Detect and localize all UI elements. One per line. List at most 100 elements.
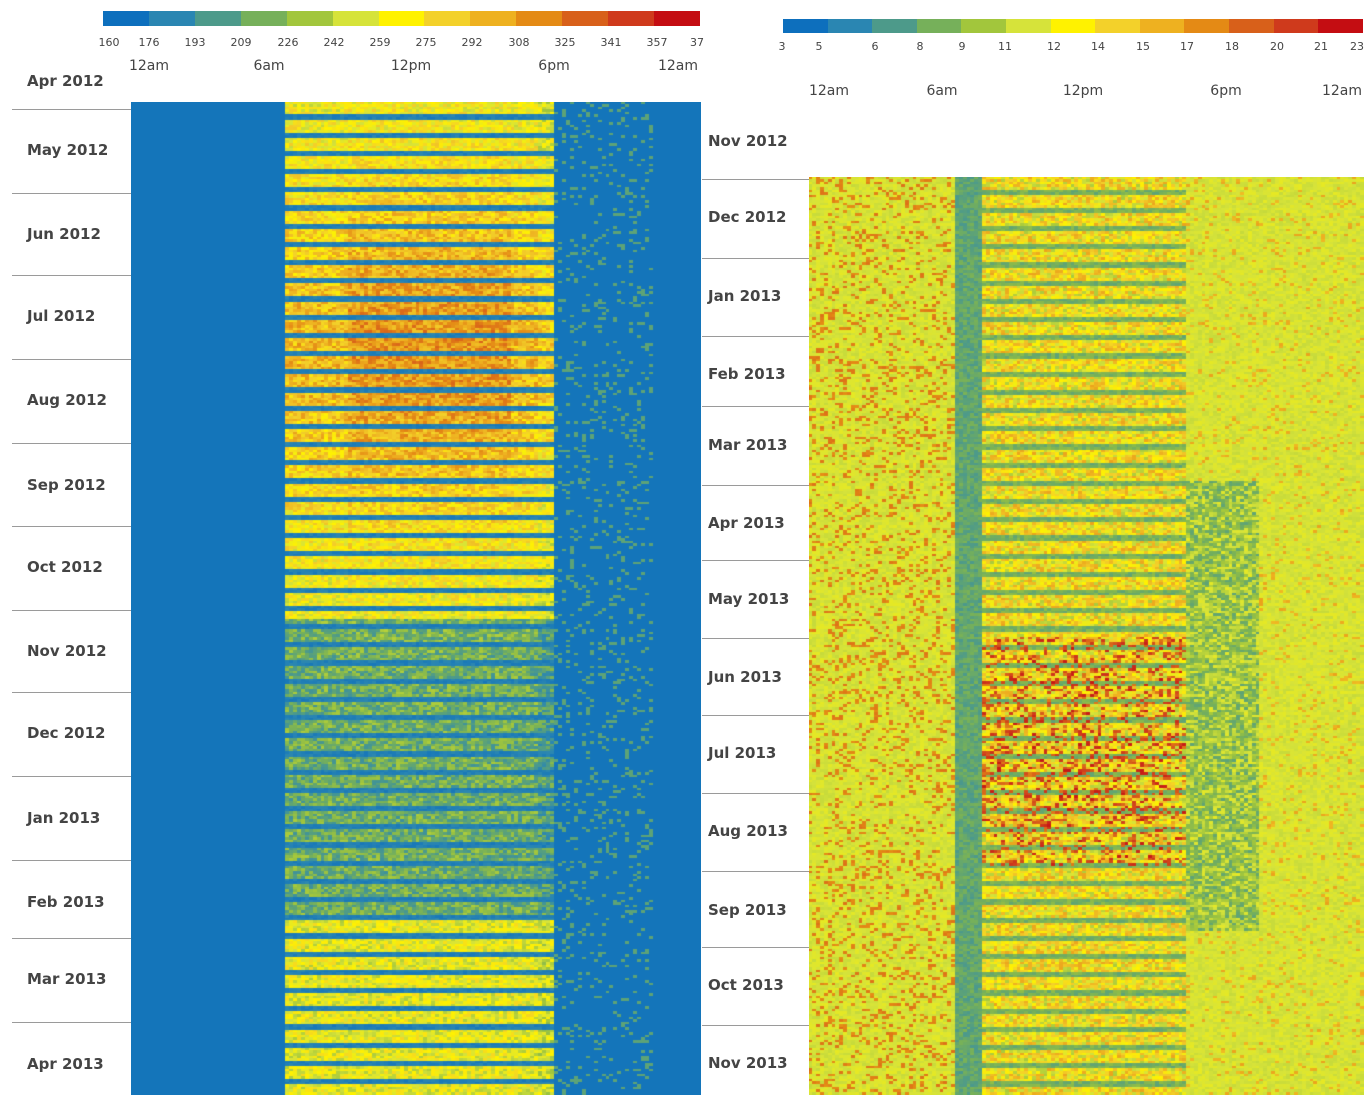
month-label: Apr 2013 <box>27 1055 104 1073</box>
colorbar-swatch <box>608 11 655 26</box>
hour-tick-label: 6am <box>926 83 958 99</box>
colorbar-tick-label: 341 <box>600 36 622 49</box>
month-label: Jan 2013 <box>708 287 782 305</box>
month-separator <box>702 179 809 180</box>
month-label: Jul 2012 <box>27 307 96 325</box>
colorbar-swatch <box>470 11 517 26</box>
month-separator <box>702 947 809 948</box>
month-separator <box>702 793 809 794</box>
hour-tick-label: 12pm <box>390 58 432 74</box>
month-label: Jul 2013 <box>708 744 777 762</box>
month-label: Nov 2013 <box>708 1054 788 1072</box>
hour-tick-label: 12am <box>128 58 170 74</box>
month-separator <box>12 109 131 110</box>
right-heatmap-panel: 3 5 6 8 9 11 12 14 15 17 18 20 21 23 12am 6am 12pm 6pm 12… <box>702 0 1372 1095</box>
colorbar-swatch <box>872 19 917 33</box>
colorbar-tick-label: 6 <box>871 40 879 53</box>
month-label: May 2013 <box>708 590 790 608</box>
month-label: Oct 2013 <box>708 976 784 994</box>
colorbar-tick-label: 357 <box>646 36 668 49</box>
month-label: Jan 2013 <box>27 809 101 827</box>
colorbar-tick-label: 17 <box>1180 40 1194 53</box>
month-label: Nov 2012 <box>27 642 107 660</box>
colorbar-swatch <box>562 11 609 26</box>
hour-tick-label: 12am <box>657 58 699 74</box>
colorbar-swatch <box>240 11 287 26</box>
colorbar-tick-label: 18 <box>1225 40 1239 53</box>
month-label: Apr 2012 <box>27 72 104 90</box>
colorbar-tick-label: 176 <box>138 36 160 49</box>
month-separator <box>12 692 131 693</box>
hour-tick-label: 12pm <box>1062 83 1104 99</box>
month-separator <box>12 1022 131 1023</box>
month-separator <box>12 776 131 777</box>
month-separator <box>12 359 131 360</box>
month-label: Mar 2013 <box>708 436 788 454</box>
month-separator <box>702 638 809 639</box>
heatmap-right <box>809 177 1364 1095</box>
month-label: Aug 2013 <box>708 822 788 840</box>
month-separator <box>702 485 809 486</box>
month-separator <box>12 610 131 611</box>
month-separator <box>702 715 809 716</box>
hour-tick-label: 6pm <box>538 58 570 74</box>
colorbar-right <box>783 19 1363 33</box>
colorbar-swatch <box>332 11 379 26</box>
colorbar-tick-label: 23 <box>1350 40 1364 53</box>
month-separator <box>702 560 809 561</box>
colorbar-left <box>103 11 700 26</box>
colorbar-tick-label: 193 <box>184 36 206 49</box>
month-separator <box>12 443 131 444</box>
colorbar-swatch <box>783 19 828 33</box>
colorbar-tick-label: 9 <box>958 40 966 53</box>
colorbar-swatch <box>1050 19 1096 33</box>
month-label: Sep 2013 <box>708 901 787 919</box>
month-separator <box>702 1025 809 1026</box>
colorbar-tick-label: 325 <box>554 36 576 49</box>
month-separator <box>702 871 809 872</box>
colorbar-tick-label: 15 <box>1136 40 1150 53</box>
colorbar-tick-label: 275 <box>415 36 437 49</box>
month-label: Feb 2013 <box>27 893 105 911</box>
colorbar-tick-label: 12 <box>1047 40 1061 53</box>
colorbar-swatch <box>827 19 873 33</box>
month-separator <box>12 526 131 527</box>
colorbar-swatch <box>424 11 471 26</box>
hour-tick-label: 12am <box>808 83 850 99</box>
hour-tick-label: 6am <box>253 58 285 74</box>
month-label: Oct 2012 <box>27 558 103 576</box>
month-separator <box>12 275 131 276</box>
colorbar-swatch <box>1095 19 1140 33</box>
month-label: Apr 2013 <box>708 514 785 532</box>
month-separator <box>12 938 131 939</box>
month-label: Aug 2012 <box>27 391 107 409</box>
colorbar-swatch <box>1273 19 1319 33</box>
month-label: Sep 2012 <box>27 476 106 494</box>
month-label: Jun 2012 <box>27 225 101 243</box>
colorbar-tick-label: 8 <box>916 40 924 53</box>
colorbar-tick-label: 14 <box>1091 40 1105 53</box>
colorbar-tick-label: 259 <box>369 36 391 49</box>
month-separator <box>702 336 809 337</box>
left-heatmap-panel: 160 176 193 209 226 242 259 275 292 308 325 341 357 3… <box>12 11 704 1095</box>
colorbar-tick-label: 5 <box>815 40 823 53</box>
hour-tick-label: 12am <box>1321 83 1363 99</box>
colorbar-swatch <box>654 11 700 26</box>
month-separator <box>702 406 809 407</box>
colorbar-tick-label: 160 <box>98 36 120 49</box>
month-label: Dec 2012 <box>27 724 106 742</box>
month-label: Nov 2012 <box>708 132 788 150</box>
colorbar-tick-label: 209 <box>230 36 252 49</box>
colorbar-swatch <box>286 11 333 26</box>
colorbar-tick-label: 3 <box>778 40 786 53</box>
month-label: Feb 2013 <box>708 365 786 383</box>
month-label: Jun 2013 <box>708 668 782 686</box>
colorbar-swatch <box>516 11 563 26</box>
colorbar-swatch <box>1184 19 1230 33</box>
colorbar-swatch <box>1229 19 1274 33</box>
colorbar-swatch <box>916 19 962 33</box>
month-label: Dec 2012 <box>708 208 787 226</box>
colorbar-tick-label: 20 <box>1270 40 1284 53</box>
colorbar-swatch <box>1139 19 1185 33</box>
colorbar-swatch <box>103 11 149 26</box>
